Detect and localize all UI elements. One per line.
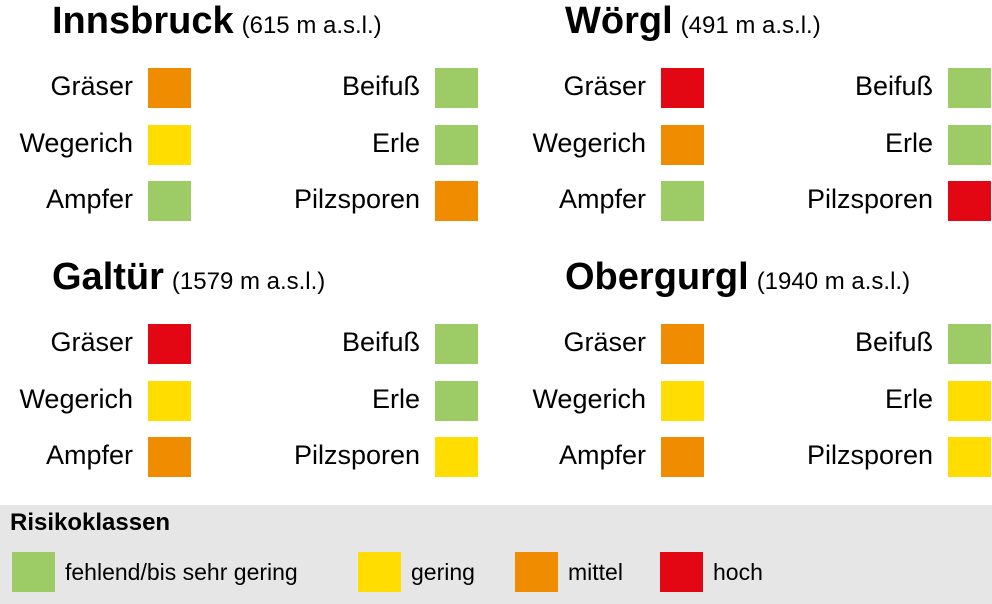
risk-square: [948, 68, 991, 108]
risk-square: [661, 324, 704, 364]
pollen-label: Erle: [371, 384, 420, 414]
pollen-label: Beifuß: [854, 327, 933, 357]
legend-swatch: [515, 552, 558, 592]
pollen-label: Beifuß: [854, 71, 933, 101]
risk-square: [148, 437, 191, 477]
legend: Risikoklassen fehlend/bis sehr gering ger…: [0, 505, 992, 604]
pollen-label: Erle: [884, 384, 933, 414]
pollen-label: Beifuß: [341, 71, 420, 101]
pollen-label: Pilzsporen: [806, 184, 933, 214]
legend-label: gering: [411, 559, 475, 585]
station-name: Galtür: [52, 256, 164, 298]
legend-swatch: [660, 552, 703, 592]
pollen-label: Wegerich: [532, 384, 646, 414]
pollen-label: Gräser: [563, 327, 646, 357]
station-elevation: (491 m a.s.l.): [680, 12, 821, 39]
legend-label: hoch: [713, 559, 763, 585]
pollen-label: Erle: [884, 128, 933, 158]
risk-square: [148, 381, 191, 421]
risk-square: [661, 68, 704, 108]
station-title: Wörgl (491 m a.s.l.): [565, 0, 821, 43]
risk-square: [435, 68, 478, 108]
risk-square: [435, 381, 478, 421]
legend-label: mittel: [568, 559, 623, 585]
pollen-label: Wegerich: [19, 384, 133, 414]
risk-square: [661, 181, 704, 221]
risk-square: [435, 181, 478, 221]
station-title: Innsbruck (615 m a.s.l.): [52, 0, 382, 43]
legend-title: Risikoklassen: [10, 509, 171, 536]
pollen-label: Erle: [371, 128, 420, 158]
legend-label: fehlend/bis sehr gering: [65, 559, 298, 585]
pollen-label: Wegerich: [19, 128, 133, 158]
risk-square: [148, 68, 191, 108]
risk-square: [948, 125, 991, 165]
risk-square: [148, 181, 191, 221]
pollen-label: Ampfer: [558, 440, 646, 470]
station-elevation: (1579 m a.s.l.): [171, 268, 326, 295]
risk-square: [661, 381, 704, 421]
risk-square: [948, 324, 991, 364]
legend-swatch: [358, 552, 401, 592]
pollen-label: Ampfer: [45, 440, 133, 470]
risk-square: [661, 125, 704, 165]
pollen-label: Pilzsporen: [293, 440, 420, 470]
station-elevation: (1940 m a.s.l.): [756, 268, 911, 295]
station-name: Wörgl: [565, 0, 673, 42]
risk-square: [435, 324, 478, 364]
pollen-label: Pilzsporen: [293, 184, 420, 214]
station-title: Obergurgl (1940 m a.s.l.): [565, 256, 910, 299]
station-title: Galtür (1579 m a.s.l.): [52, 256, 325, 299]
pollen-label: Ampfer: [558, 184, 646, 214]
risk-square: [661, 437, 704, 477]
risk-square: [948, 381, 991, 421]
pollen-label: Wegerich: [532, 128, 646, 158]
legend-swatch: [12, 552, 55, 592]
pollen-label: Gräser: [50, 71, 133, 101]
risk-square: [435, 437, 478, 477]
pollen-label: Gräser: [50, 327, 133, 357]
pollen-label: Gräser: [563, 71, 646, 101]
risk-square: [435, 125, 478, 165]
pollen-label: Pilzsporen: [806, 440, 933, 470]
risk-square: [148, 324, 191, 364]
station-elevation: (615 m a.s.l.): [241, 12, 382, 39]
risk-square: [148, 125, 191, 165]
pollen-label: Ampfer: [45, 184, 133, 214]
risk-square: [948, 181, 991, 221]
station-name: Innsbruck: [52, 0, 234, 42]
station-name: Obergurgl: [565, 256, 749, 298]
pollen-label: Beifuß: [341, 327, 420, 357]
risk-square: [948, 437, 991, 477]
